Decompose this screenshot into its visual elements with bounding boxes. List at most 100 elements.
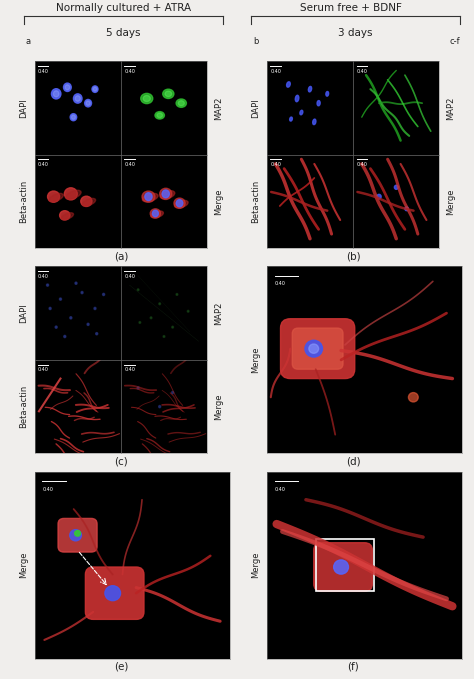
- Ellipse shape: [160, 191, 175, 199]
- FancyBboxPatch shape: [281, 318, 355, 379]
- Text: 0.40: 0.40: [270, 69, 281, 73]
- Circle shape: [46, 284, 48, 287]
- Ellipse shape: [81, 196, 92, 206]
- Circle shape: [72, 115, 75, 120]
- Circle shape: [59, 298, 62, 300]
- Ellipse shape: [300, 110, 303, 115]
- Circle shape: [377, 194, 381, 199]
- Circle shape: [409, 392, 418, 402]
- Ellipse shape: [287, 81, 290, 87]
- Text: Merge: Merge: [251, 346, 260, 373]
- Circle shape: [172, 392, 173, 394]
- Circle shape: [75, 96, 80, 101]
- FancyBboxPatch shape: [85, 567, 144, 619]
- Text: 0.40: 0.40: [124, 69, 135, 73]
- Text: 0.40: 0.40: [38, 367, 49, 372]
- Circle shape: [70, 530, 82, 541]
- Circle shape: [75, 282, 77, 285]
- Text: 0.40: 0.40: [356, 162, 367, 167]
- FancyBboxPatch shape: [58, 519, 97, 552]
- Circle shape: [163, 335, 165, 337]
- Circle shape: [85, 99, 91, 107]
- Text: 0.40: 0.40: [42, 487, 53, 492]
- Text: Beta-actin: Beta-actin: [19, 385, 27, 428]
- Circle shape: [405, 207, 408, 210]
- FancyBboxPatch shape: [314, 543, 372, 591]
- Ellipse shape: [313, 119, 316, 125]
- Ellipse shape: [64, 188, 77, 200]
- Circle shape: [74, 530, 81, 536]
- Text: 0.40: 0.40: [38, 69, 49, 73]
- Text: (d): (d): [346, 456, 360, 466]
- Text: a: a: [26, 37, 31, 46]
- Circle shape: [81, 291, 83, 294]
- Text: 0.40: 0.40: [38, 274, 49, 279]
- Circle shape: [145, 193, 152, 200]
- Ellipse shape: [174, 198, 185, 208]
- Ellipse shape: [47, 191, 60, 202]
- Circle shape: [73, 94, 82, 103]
- Text: Beta-actin: Beta-actin: [19, 180, 27, 223]
- Text: Beta-actin: Beta-actin: [251, 180, 260, 223]
- Ellipse shape: [60, 210, 70, 220]
- Circle shape: [159, 405, 161, 407]
- Circle shape: [105, 586, 120, 601]
- Bar: [316, 539, 374, 591]
- Ellipse shape: [309, 86, 311, 92]
- Text: Merge: Merge: [214, 188, 223, 215]
- Text: Merge: Merge: [214, 393, 223, 420]
- Text: (a): (a): [114, 251, 128, 261]
- Text: 0.40: 0.40: [124, 274, 135, 279]
- Ellipse shape: [143, 96, 150, 102]
- Text: MAP2: MAP2: [447, 96, 455, 120]
- Text: MAP2: MAP2: [214, 96, 223, 120]
- Circle shape: [64, 335, 66, 337]
- Text: MAP2: MAP2: [214, 301, 223, 325]
- Circle shape: [176, 200, 183, 207]
- Circle shape: [176, 293, 178, 295]
- Ellipse shape: [61, 213, 73, 220]
- Circle shape: [65, 85, 70, 90]
- Circle shape: [51, 89, 61, 99]
- Text: DAPI: DAPI: [19, 98, 27, 117]
- Circle shape: [394, 185, 398, 189]
- Circle shape: [162, 190, 169, 198]
- Circle shape: [150, 317, 152, 318]
- Circle shape: [187, 310, 189, 312]
- Ellipse shape: [49, 194, 64, 202]
- Circle shape: [152, 210, 158, 217]
- Text: 5 days: 5 days: [106, 28, 140, 38]
- Text: 0.40: 0.40: [274, 281, 285, 287]
- Ellipse shape: [141, 93, 153, 104]
- Text: Serum free + BDNF: Serum free + BDNF: [300, 3, 401, 13]
- Ellipse shape: [295, 95, 299, 102]
- Text: 0.40: 0.40: [124, 367, 135, 372]
- Ellipse shape: [326, 92, 328, 96]
- Text: (b): (b): [346, 251, 360, 261]
- Text: 0.40: 0.40: [124, 162, 135, 167]
- Text: Merge: Merge: [251, 552, 260, 579]
- Ellipse shape: [160, 188, 172, 200]
- Circle shape: [305, 340, 322, 357]
- Ellipse shape: [157, 113, 163, 117]
- Text: c-f: c-f: [450, 37, 460, 46]
- Ellipse shape: [142, 191, 155, 202]
- Ellipse shape: [174, 200, 188, 208]
- Circle shape: [53, 91, 59, 97]
- Circle shape: [70, 316, 72, 319]
- Text: (e): (e): [114, 662, 128, 672]
- Ellipse shape: [165, 91, 172, 96]
- Text: 0.40: 0.40: [38, 162, 49, 167]
- Ellipse shape: [66, 190, 81, 200]
- Circle shape: [87, 323, 89, 325]
- Text: Normally cultured + ATRA: Normally cultured + ATRA: [55, 3, 191, 13]
- Text: (f): (f): [347, 662, 359, 672]
- Circle shape: [334, 560, 348, 574]
- Text: DAPI: DAPI: [251, 98, 260, 117]
- FancyBboxPatch shape: [292, 328, 343, 369]
- Circle shape: [92, 86, 98, 92]
- Text: b: b: [253, 37, 259, 46]
- Circle shape: [172, 326, 173, 328]
- Circle shape: [159, 303, 161, 305]
- Circle shape: [49, 308, 51, 310]
